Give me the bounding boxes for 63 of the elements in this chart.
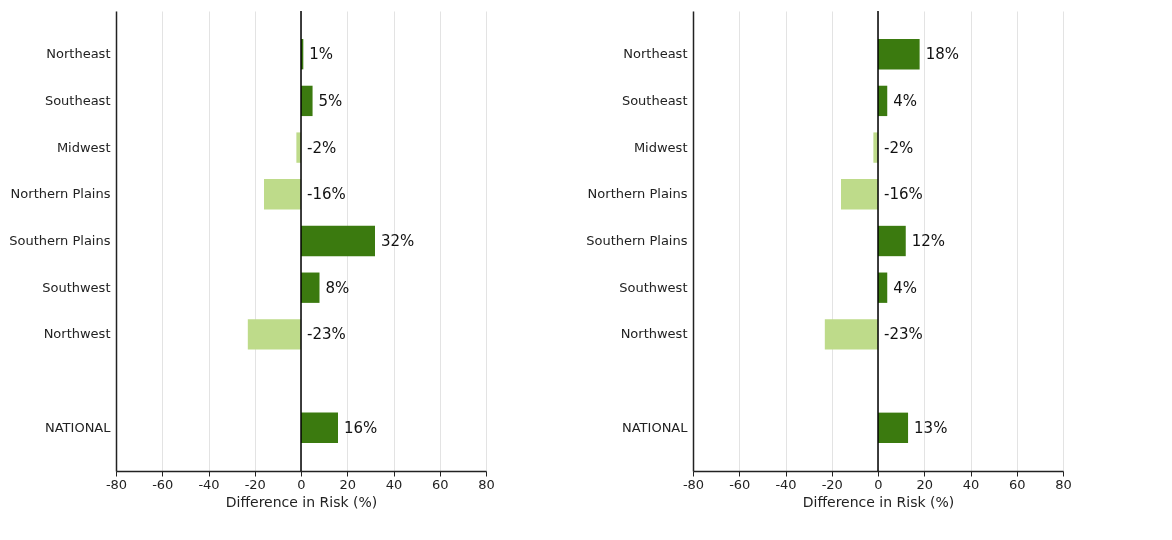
data-label: -23%	[884, 325, 923, 344]
data-label: -23%	[307, 325, 346, 344]
data-label: 8%	[325, 278, 350, 297]
bar	[841, 179, 878, 210]
data-label: 32%	[381, 232, 415, 250]
y-tick-label: Northern Plains	[10, 186, 111, 202]
data-label: -16%	[884, 185, 923, 204]
data-label: 4%	[893, 91, 918, 110]
bar	[824, 319, 878, 350]
x-axis-title: Difference in Risk (%)	[225, 493, 378, 510]
x-tick-label: 60	[1008, 476, 1026, 492]
y-tick-label: Southwest	[42, 279, 111, 295]
x-tick-label: 80	[478, 476, 495, 492]
x-tick-label: 40	[385, 476, 403, 492]
x-tick-label: 80	[1055, 476, 1072, 492]
bar	[878, 39, 920, 70]
data-label: 13%	[914, 418, 948, 437]
x-tick-label: -60	[152, 476, 174, 492]
y-tick-label: Northeast	[623, 46, 688, 62]
x-tick-label: 0	[874, 476, 883, 492]
bar	[301, 272, 320, 303]
bar	[301, 412, 338, 443]
data-label: 16%	[344, 418, 378, 437]
data-label: 12%	[911, 232, 946, 250]
y-tick-label: Midwest	[633, 139, 688, 155]
data-label: -2%	[307, 138, 337, 157]
bar	[878, 412, 909, 443]
y-tick-label: Northern Plains	[587, 186, 688, 202]
x-tick-label: -40	[775, 476, 797, 492]
x-tick-label: 0	[297, 476, 306, 492]
x-tick-label: 20	[339, 476, 357, 492]
y-tick-label: Southeast	[44, 92, 111, 108]
data-label: -16%	[307, 185, 346, 204]
bar	[878, 225, 906, 257]
bar	[247, 319, 301, 350]
data-label: 4%	[893, 278, 918, 297]
x-tick-label: 60	[431, 476, 449, 492]
y-tick-label: Midwest	[56, 139, 111, 155]
x-tick-label: 40	[962, 476, 980, 492]
bar	[301, 85, 313, 117]
bar	[301, 225, 375, 257]
data-label: 1%	[309, 45, 334, 64]
y-tick-label: NATIONAL	[45, 419, 112, 435]
y-tick-label: NATIONAL	[622, 419, 689, 435]
bar	[264, 179, 301, 210]
x-tick-label: -40	[198, 476, 220, 492]
data-label: -2%	[884, 138, 914, 157]
data-label: 18%	[925, 45, 959, 64]
y-tick-label: Southern Plains	[9, 233, 111, 248]
x-axis-title: Difference in Risk (%)	[802, 493, 955, 510]
y-tick-label: Southwest	[619, 279, 688, 295]
x-tick-label: -80	[105, 476, 128, 492]
y-tick-label: Northwest	[620, 326, 688, 342]
x-tick-label: -20	[821, 476, 843, 492]
data-label: 5%	[318, 91, 343, 110]
x-tick-label: -20	[244, 476, 266, 492]
x-tick-label: -60	[729, 476, 751, 492]
y-tick-label: Northeast	[46, 46, 111, 62]
x-tick-label: -80	[682, 476, 705, 492]
y-tick-label: Northwest	[43, 326, 111, 342]
y-tick-label: Southeast	[621, 92, 688, 108]
y-tick-label: Southern Plains	[586, 233, 688, 248]
x-tick-label: 20	[916, 476, 934, 492]
